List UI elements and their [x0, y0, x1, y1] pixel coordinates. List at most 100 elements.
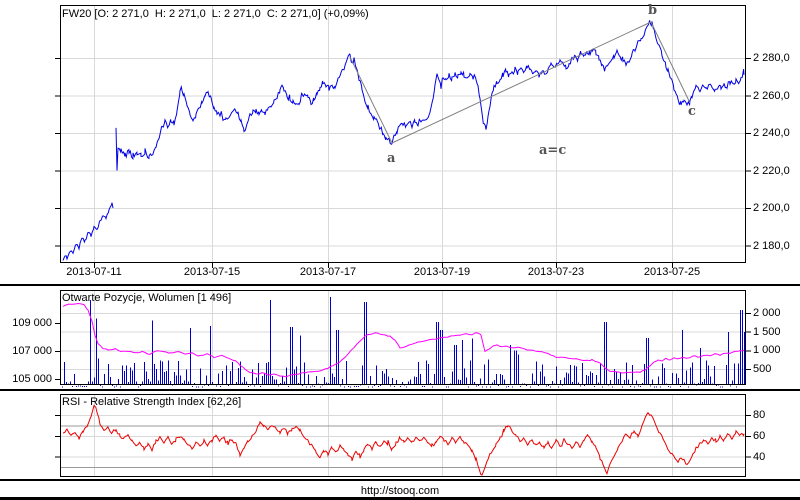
- volume-bar: [492, 382, 494, 385]
- volume-bar: [744, 331, 746, 385]
- volume-bar: [188, 381, 190, 385]
- volume-bar: [558, 386, 560, 388]
- price-axis-label: 2 280,0: [753, 52, 790, 64]
- volume-bar: [356, 386, 358, 388]
- volume-bar: [720, 386, 722, 388]
- volume-bar: [176, 375, 178, 385]
- volume-bar: [560, 380, 562, 385]
- volume-bar: [622, 386, 624, 388]
- volume-bar: [526, 385, 528, 386]
- volume-bar: [420, 374, 422, 385]
- volume-bar: [648, 338, 650, 385]
- volume-bar: [520, 386, 522, 388]
- price-axis-label: 2 240,0: [753, 127, 790, 139]
- volume-bar: [506, 386, 508, 388]
- volume-bar: [272, 376, 274, 385]
- volume-bar: [142, 381, 144, 385]
- volume-bar: [84, 386, 86, 388]
- volume-bar: [180, 375, 182, 385]
- volume-bar: [376, 365, 378, 385]
- volume-bar: [254, 385, 256, 387]
- stooq-url-link[interactable]: http://stooq.com: [360, 485, 440, 497]
- volume-bar: [242, 382, 244, 385]
- volume-bar: [144, 362, 146, 385]
- volume-bar: [292, 327, 294, 385]
- volume-bar: [282, 375, 284, 385]
- volume-bar: [432, 386, 434, 388]
- volume-axis-label: 1 000: [753, 344, 781, 357]
- volume-bar: [580, 385, 582, 387]
- volume-bar: [468, 386, 470, 388]
- volume-bar: [150, 381, 152, 385]
- volume-bar: [186, 369, 188, 385]
- volume-bar: [384, 373, 386, 385]
- volume-bar: [522, 383, 524, 385]
- volume-bar: [156, 369, 158, 385]
- volume-bar: [684, 382, 686, 385]
- volume-bar: [146, 371, 148, 385]
- volume-bar: [128, 382, 130, 385]
- volume-bar: [664, 368, 666, 385]
- volume-bar: [194, 383, 196, 385]
- volume-bar: [310, 386, 312, 388]
- volume-bar: [68, 383, 70, 385]
- volume-bar: [126, 365, 128, 385]
- volume-bar: [380, 385, 382, 386]
- volume-bar: [734, 363, 736, 385]
- volume-bar: [704, 379, 706, 385]
- volume-bar: [344, 386, 346, 388]
- volume-bar: [240, 361, 242, 385]
- volume-bar: [480, 378, 482, 385]
- volume-bar: [532, 373, 534, 385]
- volume-bar: [76, 386, 78, 388]
- wave-label-a: a: [387, 151, 396, 166]
- rsi-line: [62, 404, 745, 476]
- volume-bar: [440, 330, 442, 385]
- volume-bar: [246, 381, 248, 385]
- volume-bar: [268, 361, 270, 385]
- price-panel-title: FW20 [O: 2 271,0 H: 2 271,0 L: 2 271,0 C…: [62, 8, 369, 20]
- trendline: [650, 21, 691, 104]
- volume-bar: [568, 373, 570, 385]
- volume-bar: [366, 301, 368, 385]
- volume-bar: [168, 360, 170, 385]
- volume-bar: [328, 383, 330, 385]
- volume-bar: [708, 365, 710, 385]
- volume-bar: [406, 386, 408, 388]
- trendline: [349, 56, 393, 144]
- volume-bar: [656, 386, 658, 388]
- volume-bar: [96, 318, 98, 385]
- volume-bar: [208, 384, 210, 386]
- volume-bar: [100, 384, 102, 386]
- separator-line: [0, 479, 800, 481]
- volume-bar: [364, 301, 366, 385]
- volume-bar: [228, 384, 230, 386]
- volume-bar: [470, 360, 472, 385]
- volume-bar: [466, 377, 468, 385]
- volume-bar: [158, 380, 160, 385]
- volume-bar: [280, 383, 282, 385]
- volume-bar: [294, 369, 296, 385]
- volume-bar: [424, 386, 426, 387]
- volume-axis-label: 1 500: [753, 325, 781, 338]
- volume-bar: [286, 367, 288, 385]
- volume-bar: [284, 381, 286, 385]
- volume-bar: [652, 379, 654, 385]
- volume-bar: [218, 373, 220, 385]
- volume-bar: [458, 379, 460, 385]
- volume-bar: [266, 362, 268, 385]
- volume-bar: [618, 378, 620, 385]
- volume-bar: [368, 386, 370, 388]
- volume-bar: [302, 385, 304, 387]
- volume-bar: [248, 386, 250, 388]
- volume-bar: [392, 378, 394, 385]
- volume-bar: [260, 385, 262, 387]
- volume-bar: [312, 385, 314, 387]
- volume-bar: [630, 386, 632, 388]
- volume-bar: [416, 377, 418, 385]
- volume-bar: [722, 386, 724, 388]
- volume-bar: [540, 371, 542, 385]
- volume-bar: [736, 386, 738, 388]
- volume-bar: [624, 379, 626, 385]
- volume-bar: [660, 386, 662, 388]
